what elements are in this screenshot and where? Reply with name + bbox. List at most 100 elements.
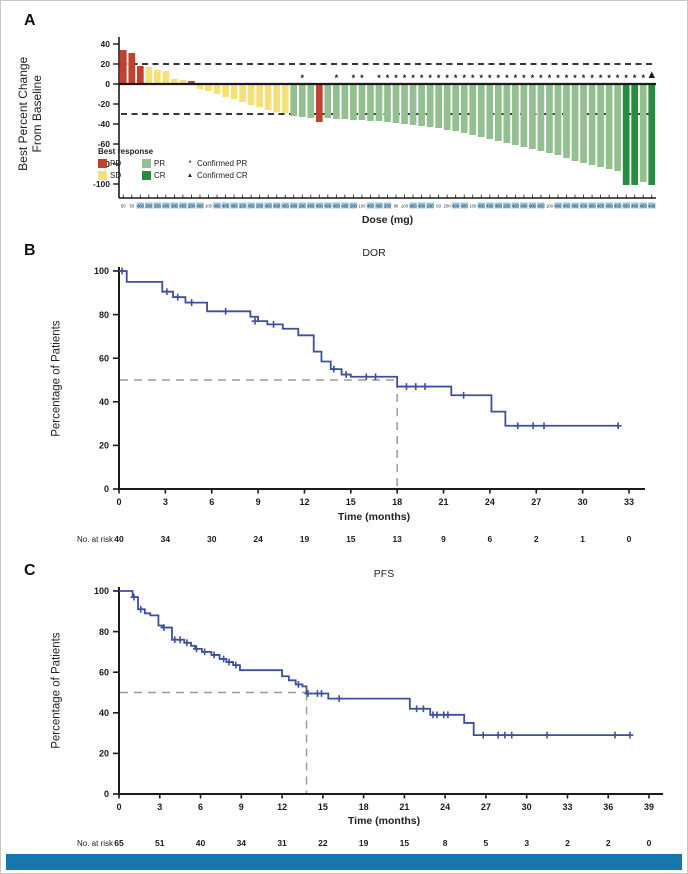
svg-text:50: 50	[436, 203, 441, 208]
footer-band	[6, 854, 682, 870]
svg-text:200: 200	[299, 203, 307, 208]
svg-text:2: 2	[534, 534, 539, 544]
triangle-icon: ▲	[186, 172, 194, 179]
svg-text:1: 1	[580, 534, 585, 544]
svg-text:*: *	[599, 73, 603, 83]
svg-text:13: 13	[392, 534, 402, 544]
svg-text:*: *	[590, 73, 594, 83]
svg-text:*: *	[471, 73, 475, 83]
svg-text:9: 9	[256, 497, 261, 507]
svg-text:*: *	[437, 73, 441, 83]
svg-text:*: *	[616, 73, 620, 83]
pfs-x-axis-label: Time (months)	[347, 815, 421, 827]
svg-text:No. at risk: No. at risk	[77, 535, 114, 544]
svg-text:80: 80	[99, 310, 109, 320]
svg-text:400: 400	[273, 203, 281, 208]
svg-text:6: 6	[209, 497, 214, 507]
waterfall-legend: Best response PD PR * Confirmed PR SD CR …	[98, 147, 248, 180]
svg-text:12: 12	[299, 497, 309, 507]
svg-text:*: *	[360, 73, 364, 83]
svg-text:400: 400	[631, 203, 639, 208]
svg-text:*: *	[565, 73, 569, 83]
svg-text:30: 30	[578, 497, 588, 507]
svg-text:400: 400	[563, 203, 571, 208]
svg-text:400: 400	[333, 203, 341, 208]
svg-text:400: 400	[606, 203, 614, 208]
svg-text:24: 24	[253, 534, 263, 544]
svg-text:*: *	[514, 73, 518, 83]
legend-item-confirmed-cr: ▲ Confirmed CR	[186, 171, 248, 180]
svg-text:400: 400	[290, 203, 298, 208]
svg-text:0: 0	[104, 484, 109, 494]
svg-text:15: 15	[318, 802, 328, 812]
svg-text:24: 24	[440, 802, 450, 812]
svg-text:3: 3	[157, 802, 162, 812]
svg-text:*: *	[352, 73, 356, 83]
svg-text:400: 400	[418, 203, 426, 208]
svg-text:0: 0	[104, 789, 109, 799]
svg-text:400: 400	[580, 203, 588, 208]
svg-text:*: *	[335, 73, 339, 83]
svg-text:15: 15	[346, 497, 356, 507]
svg-text:400: 400	[640, 203, 648, 208]
asterisk-icon: *	[188, 159, 192, 168]
svg-text:400: 400	[648, 203, 656, 208]
svg-text:40: 40	[101, 39, 111, 49]
svg-text:-60: -60	[98, 139, 111, 149]
svg-text:50: 50	[129, 203, 134, 208]
pfs-chart-title: PFS	[373, 568, 395, 580]
legend-item-pd: PD	[98, 159, 132, 168]
svg-text:400: 400	[589, 203, 597, 208]
svg-text:15: 15	[400, 838, 410, 848]
svg-text:200: 200	[145, 203, 153, 208]
svg-text:*: *	[377, 73, 381, 83]
svg-text:21: 21	[399, 802, 409, 812]
svg-text:19: 19	[300, 534, 310, 544]
svg-text:400: 400	[486, 203, 494, 208]
svg-text:33: 33	[562, 802, 572, 812]
legend-item-pr: PR	[142, 159, 176, 168]
svg-text:*: *	[556, 73, 560, 83]
svg-text:*: *	[497, 73, 501, 83]
svg-text:400: 400	[282, 203, 290, 208]
cr-swatch-icon	[142, 171, 151, 180]
svg-text:*: *	[607, 73, 611, 83]
svg-text:80: 80	[394, 203, 399, 208]
svg-text:0: 0	[647, 838, 652, 848]
svg-text:9: 9	[441, 534, 446, 544]
svg-text:31: 31	[277, 838, 287, 848]
svg-text:200: 200	[256, 203, 264, 208]
svg-text:400: 400	[554, 203, 562, 208]
svg-text:*: *	[539, 73, 543, 83]
svg-text:27: 27	[531, 497, 541, 507]
svg-text:34: 34	[237, 838, 247, 848]
svg-text:19: 19	[359, 838, 369, 848]
svg-text:400: 400	[367, 203, 375, 208]
svg-text:-40: -40	[98, 119, 111, 129]
svg-text:*: *	[582, 73, 586, 83]
legend-item-confirmed-pr: * Confirmed PR	[186, 159, 248, 168]
svg-text:*: *	[411, 73, 415, 83]
svg-text:*: *	[420, 73, 424, 83]
svg-text:400: 400	[572, 203, 580, 208]
svg-text:20: 20	[99, 441, 109, 451]
svg-text:*: *	[531, 73, 535, 83]
svg-text:8: 8	[443, 838, 448, 848]
svg-text:40: 40	[114, 534, 124, 544]
svg-text:400: 400	[231, 203, 239, 208]
svg-text:400: 400	[162, 203, 170, 208]
dor-chart-title: DOR	[362, 247, 386, 259]
svg-text:400: 400	[614, 203, 622, 208]
svg-text:400: 400	[520, 203, 528, 208]
pd-swatch-icon	[98, 159, 107, 168]
svg-text:50: 50	[121, 203, 126, 208]
svg-text:0: 0	[627, 534, 632, 544]
svg-text:21: 21	[439, 497, 449, 507]
svg-text:400: 400	[248, 203, 256, 208]
svg-text:-100: -100	[93, 179, 110, 189]
svg-text:2: 2	[565, 838, 570, 848]
svg-text:34: 34	[161, 534, 171, 544]
